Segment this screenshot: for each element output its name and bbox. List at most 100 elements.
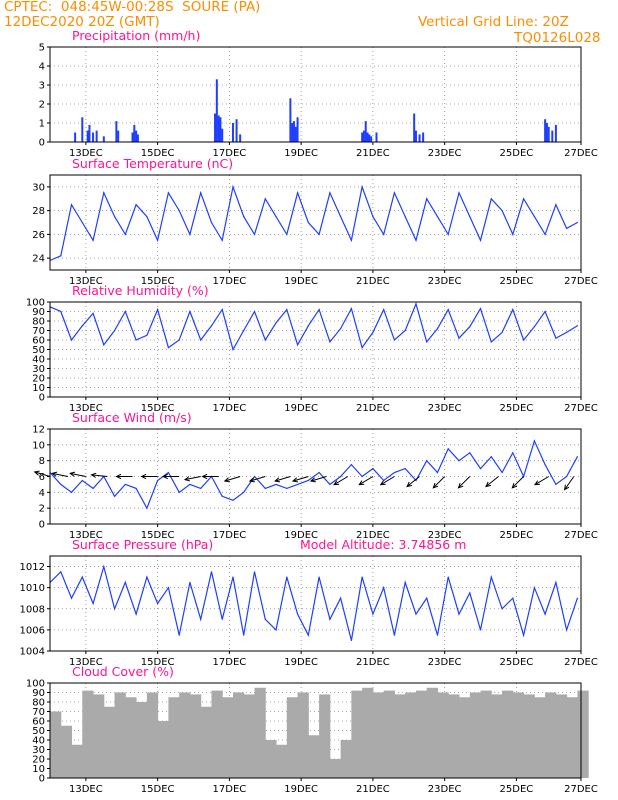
data-point [576, 221, 579, 224]
data-bar [297, 692, 309, 778]
data-point [318, 576, 320, 578]
x-tick-label: 15DEC [141, 276, 175, 287]
data-point [210, 221, 213, 224]
data-point [210, 571, 213, 573]
data-bar [294, 126, 297, 142]
x-tick-label: 19DEC [284, 784, 318, 795]
data-bar [136, 702, 148, 778]
y-tick-label: 0 [39, 520, 45, 531]
y-tick-label: 4 [39, 62, 45, 73]
data-point [512, 309, 514, 311]
data-bar [222, 697, 234, 778]
x-tick-label: 17DEC [213, 784, 247, 795]
x-tick-label: 17DEC [213, 657, 247, 668]
data-point [81, 576, 83, 578]
data-point [436, 471, 439, 474]
data-point [286, 309, 288, 311]
data-point [479, 467, 482, 470]
data-point [436, 328, 439, 330]
data-bar [239, 134, 242, 142]
data-point [361, 576, 363, 578]
wind-arrow-head [140, 473, 147, 480]
data-point [135, 487, 137, 489]
data-point [415, 613, 417, 615]
x-tick-label: 17DEC [213, 148, 247, 159]
data-point [92, 239, 94, 241]
wind-arrow [564, 476, 575, 490]
data-point [318, 309, 320, 311]
data-point [393, 471, 396, 474]
wind-arrow [91, 474, 108, 477]
y-tick-label: 100 [26, 298, 45, 309]
data-point [350, 239, 352, 241]
data-point [329, 192, 331, 194]
data-point [490, 576, 492, 578]
data-point [469, 452, 471, 454]
panel-5 [47, 555, 582, 654]
x-tick-label: 25DEC [500, 657, 534, 668]
data-point [350, 308, 352, 310]
data-point [146, 576, 148, 578]
wind-arrow-head [333, 480, 340, 486]
data-point [307, 221, 309, 224]
data-point [415, 303, 417, 305]
data-point [135, 339, 137, 341]
data-point [555, 581, 557, 583]
data-point [135, 613, 137, 615]
data-point [103, 565, 105, 568]
data-point [124, 581, 126, 583]
data-bar [60, 725, 73, 778]
wind-arrow [406, 476, 420, 487]
data-bar [296, 117, 299, 142]
data-point [146, 334, 148, 336]
data-bar [555, 694, 568, 778]
data-point [221, 495, 223, 497]
data-point [296, 613, 299, 615]
data-point [522, 634, 525, 636]
panel-frame [49, 301, 582, 398]
data-point [157, 479, 159, 482]
data-point [383, 587, 385, 589]
data-point [60, 483, 62, 486]
y-tick-label: 5 [39, 43, 45, 54]
wind-arrow [70, 472, 86, 477]
data-bar [71, 744, 83, 778]
panel-frame [49, 46, 582, 143]
x-tick-label: 19DEC [284, 148, 318, 159]
data-bar [81, 117, 84, 142]
data-point [157, 602, 159, 605]
data-point [555, 337, 557, 339]
data-point [200, 487, 202, 489]
data-point [60, 255, 62, 257]
x-tick-label: 17DEC [213, 276, 247, 287]
data-bar [491, 694, 503, 778]
y-tick-label: 30 [32, 745, 45, 756]
data-point [544, 613, 546, 615]
data-bar [50, 711, 62, 778]
data-bar [82, 690, 94, 778]
y-tick-label: 0 [39, 138, 45, 149]
data-bar [577, 690, 589, 778]
data-point [275, 483, 277, 486]
wind-arrow-head [183, 476, 190, 482]
data-point [286, 576, 288, 578]
data-point [253, 571, 256, 573]
data-bar [405, 692, 417, 778]
data-point [404, 581, 406, 583]
data-point [404, 329, 406, 332]
y-tick-label: 10 [32, 764, 45, 775]
data-point [340, 215, 342, 218]
data-point [447, 309, 449, 311]
data-bar [545, 692, 557, 778]
data-point [200, 339, 202, 341]
data-point [566, 227, 568, 230]
wind-arrow-head [115, 473, 122, 480]
data-bar [74, 132, 77, 142]
x-tick-label: 27DEC [564, 148, 598, 159]
y-tick-label: 90 [32, 307, 45, 318]
data-bar [366, 132, 369, 142]
x-tick-label: 21DEC [356, 276, 390, 287]
data-point [566, 629, 568, 631]
data-point [436, 634, 439, 636]
data-bar [217, 115, 220, 142]
